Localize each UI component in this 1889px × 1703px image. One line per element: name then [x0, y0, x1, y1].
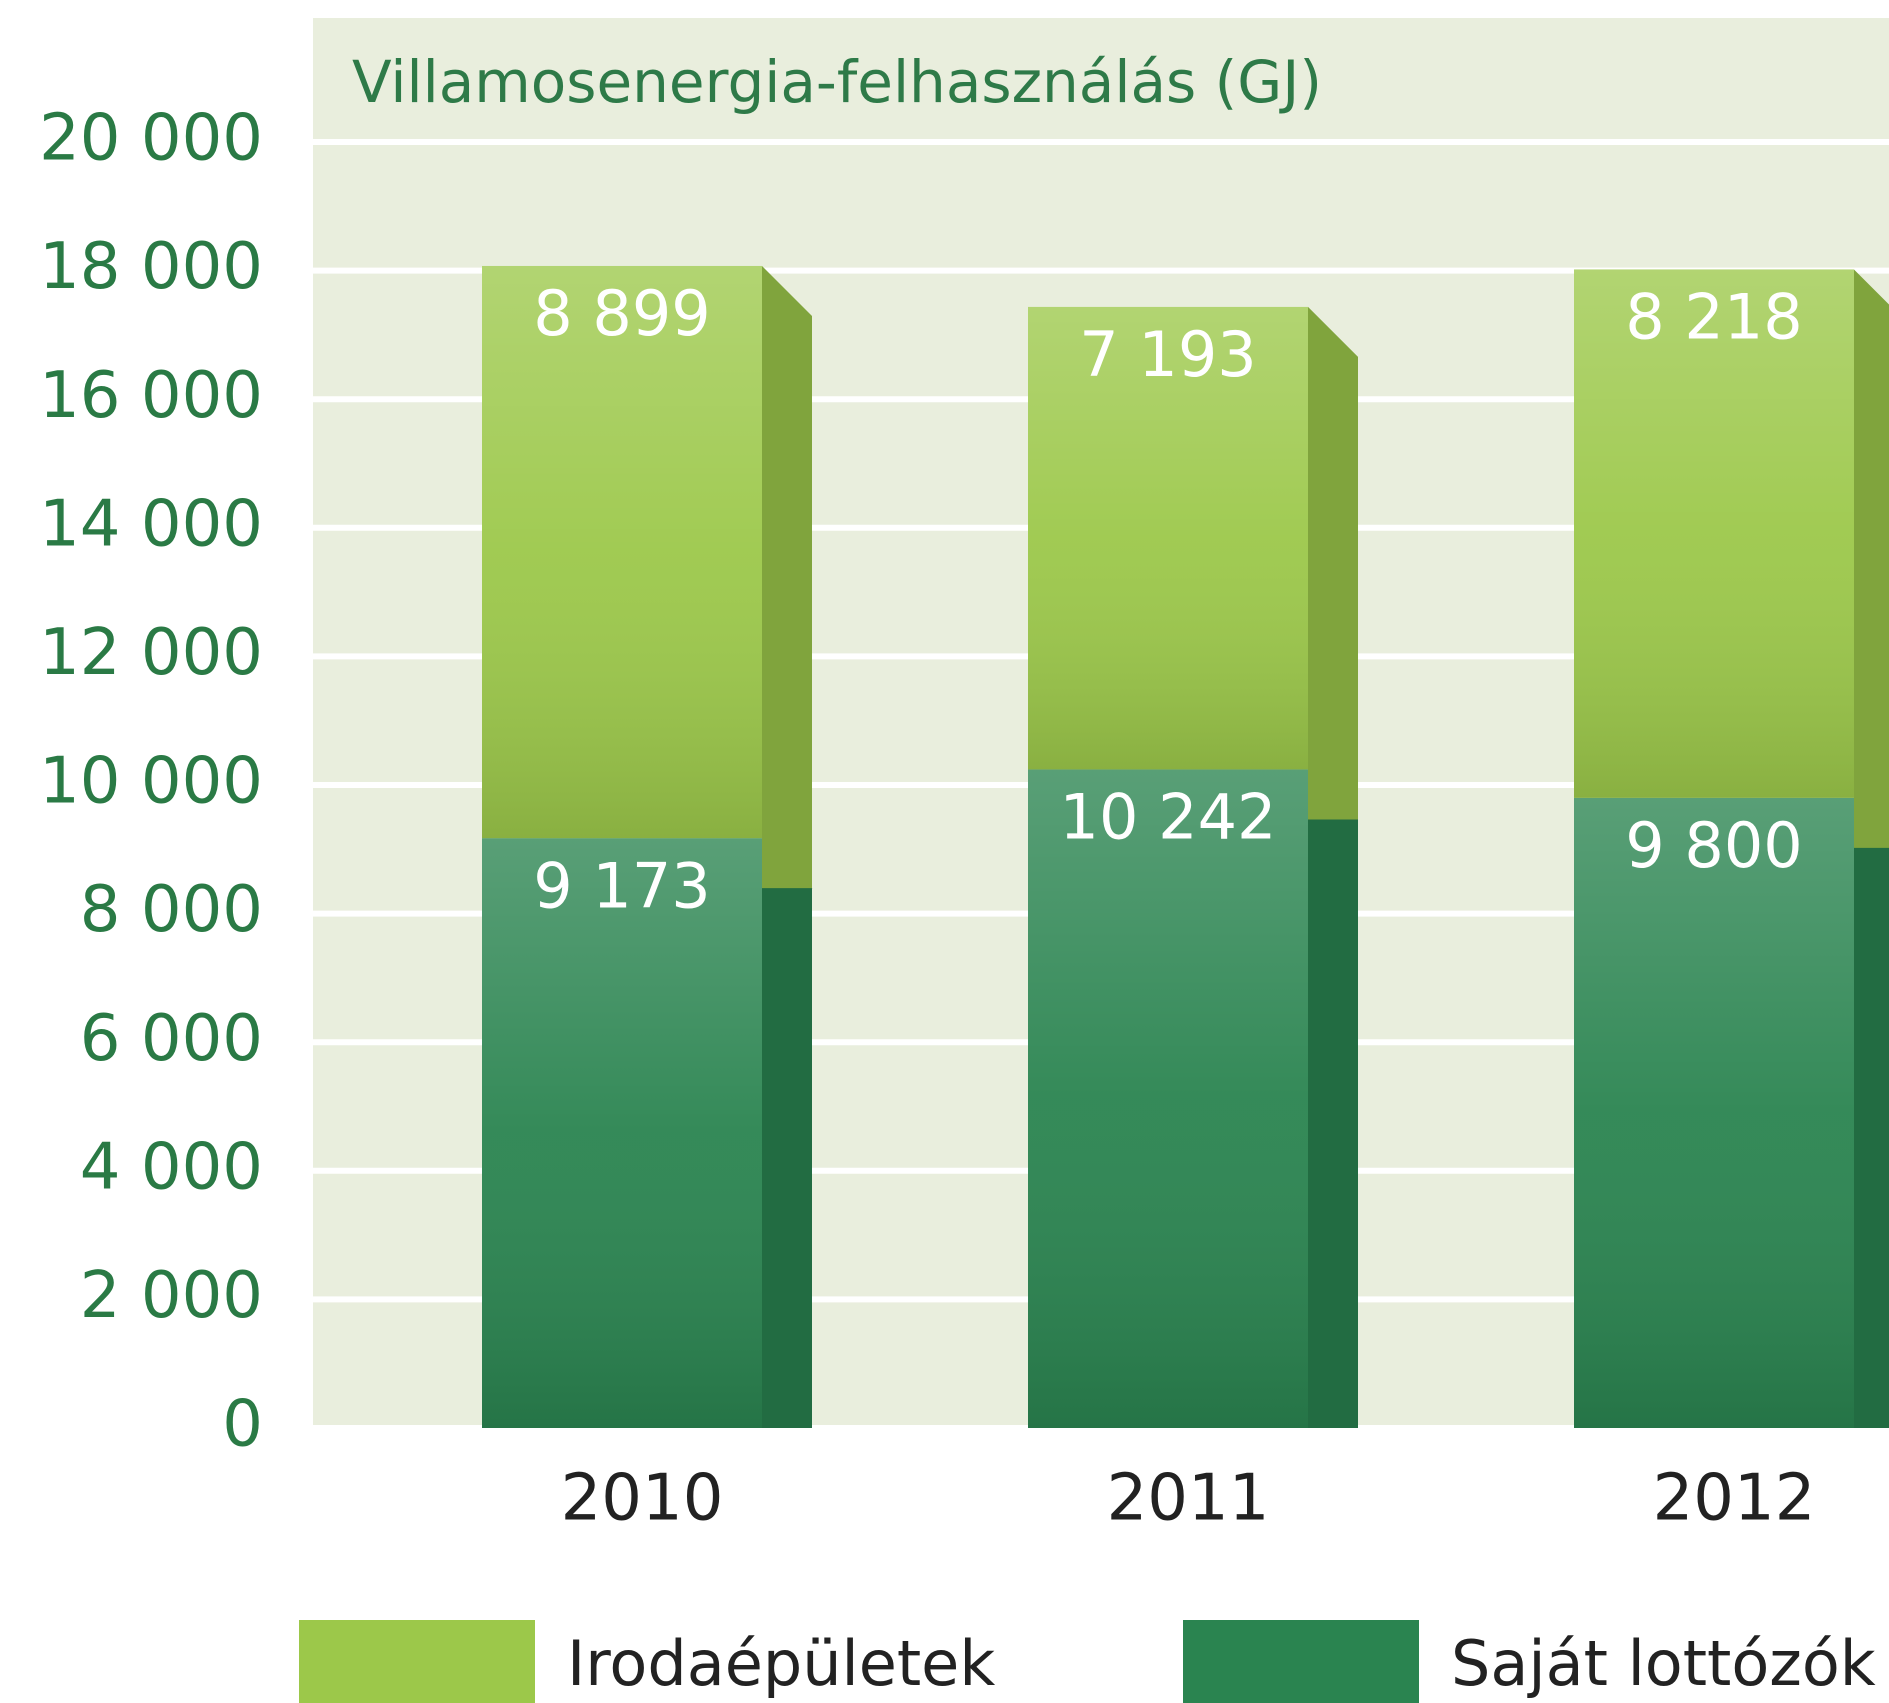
y-tick-label: 16 000 [39, 359, 263, 433]
legend-swatch [299, 1620, 535, 1703]
y-tick-label: 14 000 [39, 487, 263, 561]
y-tick-label: 10 000 [39, 745, 263, 819]
bar-shading [1574, 269, 1854, 798]
y-tick-label: 12 000 [39, 616, 263, 690]
value-label: 9 173 [533, 849, 711, 922]
legend-label: Irodaépületek [567, 1627, 995, 1700]
y-tick-label: 18 000 [39, 230, 263, 304]
bar-shading [1574, 797, 1854, 1428]
y-tick-label: 4 000 [80, 1130, 263, 1204]
bar-side [1308, 306, 1358, 820]
value-label: 10 242 [1060, 781, 1277, 854]
x-tick-label: 2010 [561, 1462, 724, 1536]
legend-swatch [1183, 1620, 1419, 1703]
bar-side [762, 265, 812, 889]
bar-side [1854, 269, 1889, 848]
value-label: 7 193 [1079, 318, 1257, 391]
bar-shading [1028, 306, 1308, 770]
bar-shading [482, 838, 762, 1428]
chart-title: Villamosenergia-felhasználás (GJ) [352, 48, 1322, 116]
bar-side [762, 838, 812, 1428]
y-tick-label: 2 000 [80, 1259, 263, 1333]
bar-side [1854, 797, 1889, 1428]
y-tick-label: 0 [222, 1388, 263, 1462]
y-tick-label: 20 000 [39, 102, 263, 176]
bar-shading [1028, 769, 1308, 1428]
x-tick-label: 2012 [1653, 1462, 1816, 1536]
y-tick-label: 6 000 [80, 1002, 263, 1076]
value-label: 9 800 [1625, 809, 1803, 882]
value-label: 8 899 [533, 277, 711, 350]
x-tick-label: 2011 [1107, 1462, 1270, 1536]
y-tick-label: 8 000 [80, 873, 263, 947]
bar-side [1308, 769, 1358, 1428]
legend-label: Saját lottózók [1451, 1627, 1876, 1700]
bar-shading [482, 265, 762, 839]
value-label: 8 218 [1625, 281, 1803, 354]
